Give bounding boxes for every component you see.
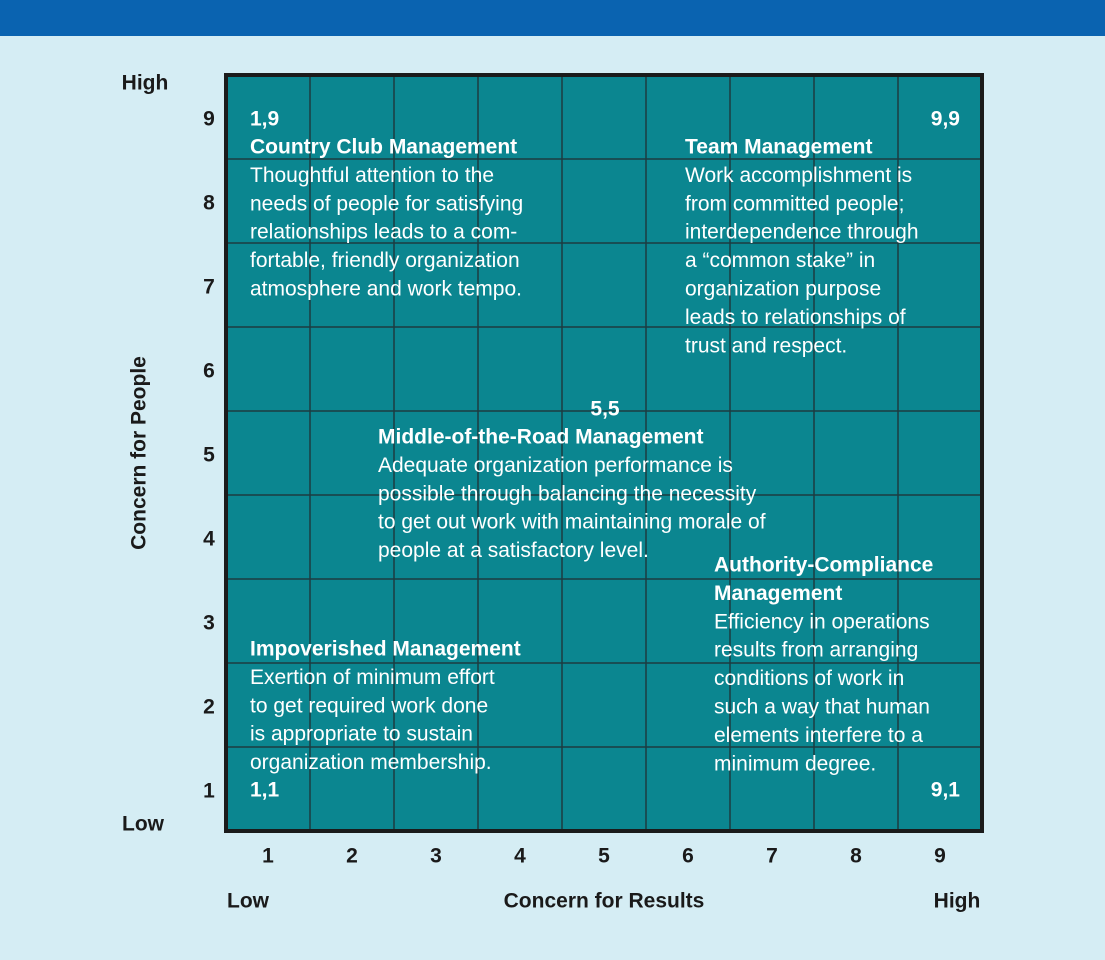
style-title: Impoverished Management bbox=[250, 638, 521, 661]
style-description: needs of people for satisfying bbox=[250, 192, 523, 215]
coords-label: 9,1 bbox=[931, 779, 961, 802]
style-description: trust and respect. bbox=[685, 334, 847, 357]
x-tick-label: 2 bbox=[346, 845, 358, 868]
style-description: elements interfere to a bbox=[714, 724, 923, 747]
style-description: such a way that human bbox=[714, 696, 930, 719]
y-tick-label: 2 bbox=[203, 696, 215, 719]
y-tick-label: 7 bbox=[203, 276, 215, 299]
x-tick-label: 5 bbox=[598, 845, 610, 868]
y-axis-label: Concern for People bbox=[128, 356, 151, 550]
style-title: Country Club Management bbox=[250, 136, 517, 159]
style-description: conditions of work in bbox=[714, 667, 904, 690]
coords-label: 1,1 bbox=[250, 779, 280, 802]
x-tick-label: 9 bbox=[934, 845, 946, 868]
style-description: to get required work done bbox=[250, 694, 488, 717]
style-description: Work accomplishment is bbox=[685, 164, 912, 187]
style-description: minimum degree. bbox=[714, 752, 876, 775]
grid-area bbox=[226, 75, 982, 831]
style-description: to get out work with maintaining morale … bbox=[378, 511, 766, 534]
style-description: Thoughtful attention to the bbox=[250, 164, 494, 187]
style-description: results from arranging bbox=[714, 639, 918, 662]
style-description: Exertion of minimum effort bbox=[250, 666, 495, 689]
style-description: people at a satisfactory level. bbox=[378, 539, 649, 562]
y-tick-label: 4 bbox=[203, 528, 215, 551]
grid-border bbox=[224, 73, 984, 833]
coords-label: 1,9 bbox=[250, 108, 279, 131]
style-description: leads to relationships of bbox=[685, 306, 906, 329]
x-tick-label: 3 bbox=[430, 845, 442, 868]
style-title: Management bbox=[714, 582, 842, 605]
x-high: High bbox=[934, 890, 981, 913]
grid-lines bbox=[226, 75, 982, 831]
style-description: fortable, friendly organization bbox=[250, 249, 520, 272]
x-low: Low bbox=[227, 890, 270, 913]
style-description: Efficiency in operations bbox=[714, 610, 930, 633]
style-description: a “common stake” in bbox=[685, 249, 875, 272]
y-tick-label: 3 bbox=[203, 612, 215, 635]
y-tick-label: 9 bbox=[203, 108, 215, 131]
y-tick-label: 5 bbox=[203, 444, 215, 467]
style-title: Middle-of-the-Road Management bbox=[378, 426, 704, 449]
y-tick-label: 8 bbox=[203, 192, 215, 215]
y-tick-label: 6 bbox=[203, 360, 215, 383]
style-description: possible through balancing the necessity bbox=[378, 482, 757, 505]
y-high: High bbox=[122, 72, 169, 95]
x-tick-label: 1 bbox=[262, 845, 274, 868]
x-axis-label: Concern for Results bbox=[504, 890, 705, 913]
style-title: Authority-Compliance bbox=[714, 554, 933, 577]
x-tick-label: 4 bbox=[514, 845, 526, 868]
coords-label: 9,9 bbox=[931, 108, 960, 131]
style-description: atmosphere and work tempo. bbox=[250, 278, 522, 301]
style-description: organization membership. bbox=[250, 751, 492, 774]
style-description: Adequate organization performance is bbox=[378, 454, 733, 477]
y-low: Low bbox=[122, 813, 165, 836]
style-description: from committed people; bbox=[685, 192, 904, 215]
style-description: interdependence through bbox=[685, 221, 919, 244]
x-tick-label: 6 bbox=[682, 845, 694, 868]
top-bar bbox=[0, 0, 1105, 36]
coords-label: 5,5 bbox=[590, 398, 620, 421]
style-description: organization purpose bbox=[685, 278, 881, 301]
x-tick-label: 7 bbox=[766, 845, 778, 868]
style-title: Team Management bbox=[685, 136, 873, 159]
y-tick-label: 1 bbox=[203, 780, 215, 803]
x-tick-label: 8 bbox=[850, 845, 862, 868]
style-description: is appropriate to sustain bbox=[250, 723, 473, 746]
style-description: relationships leads to a com- bbox=[250, 221, 517, 244]
